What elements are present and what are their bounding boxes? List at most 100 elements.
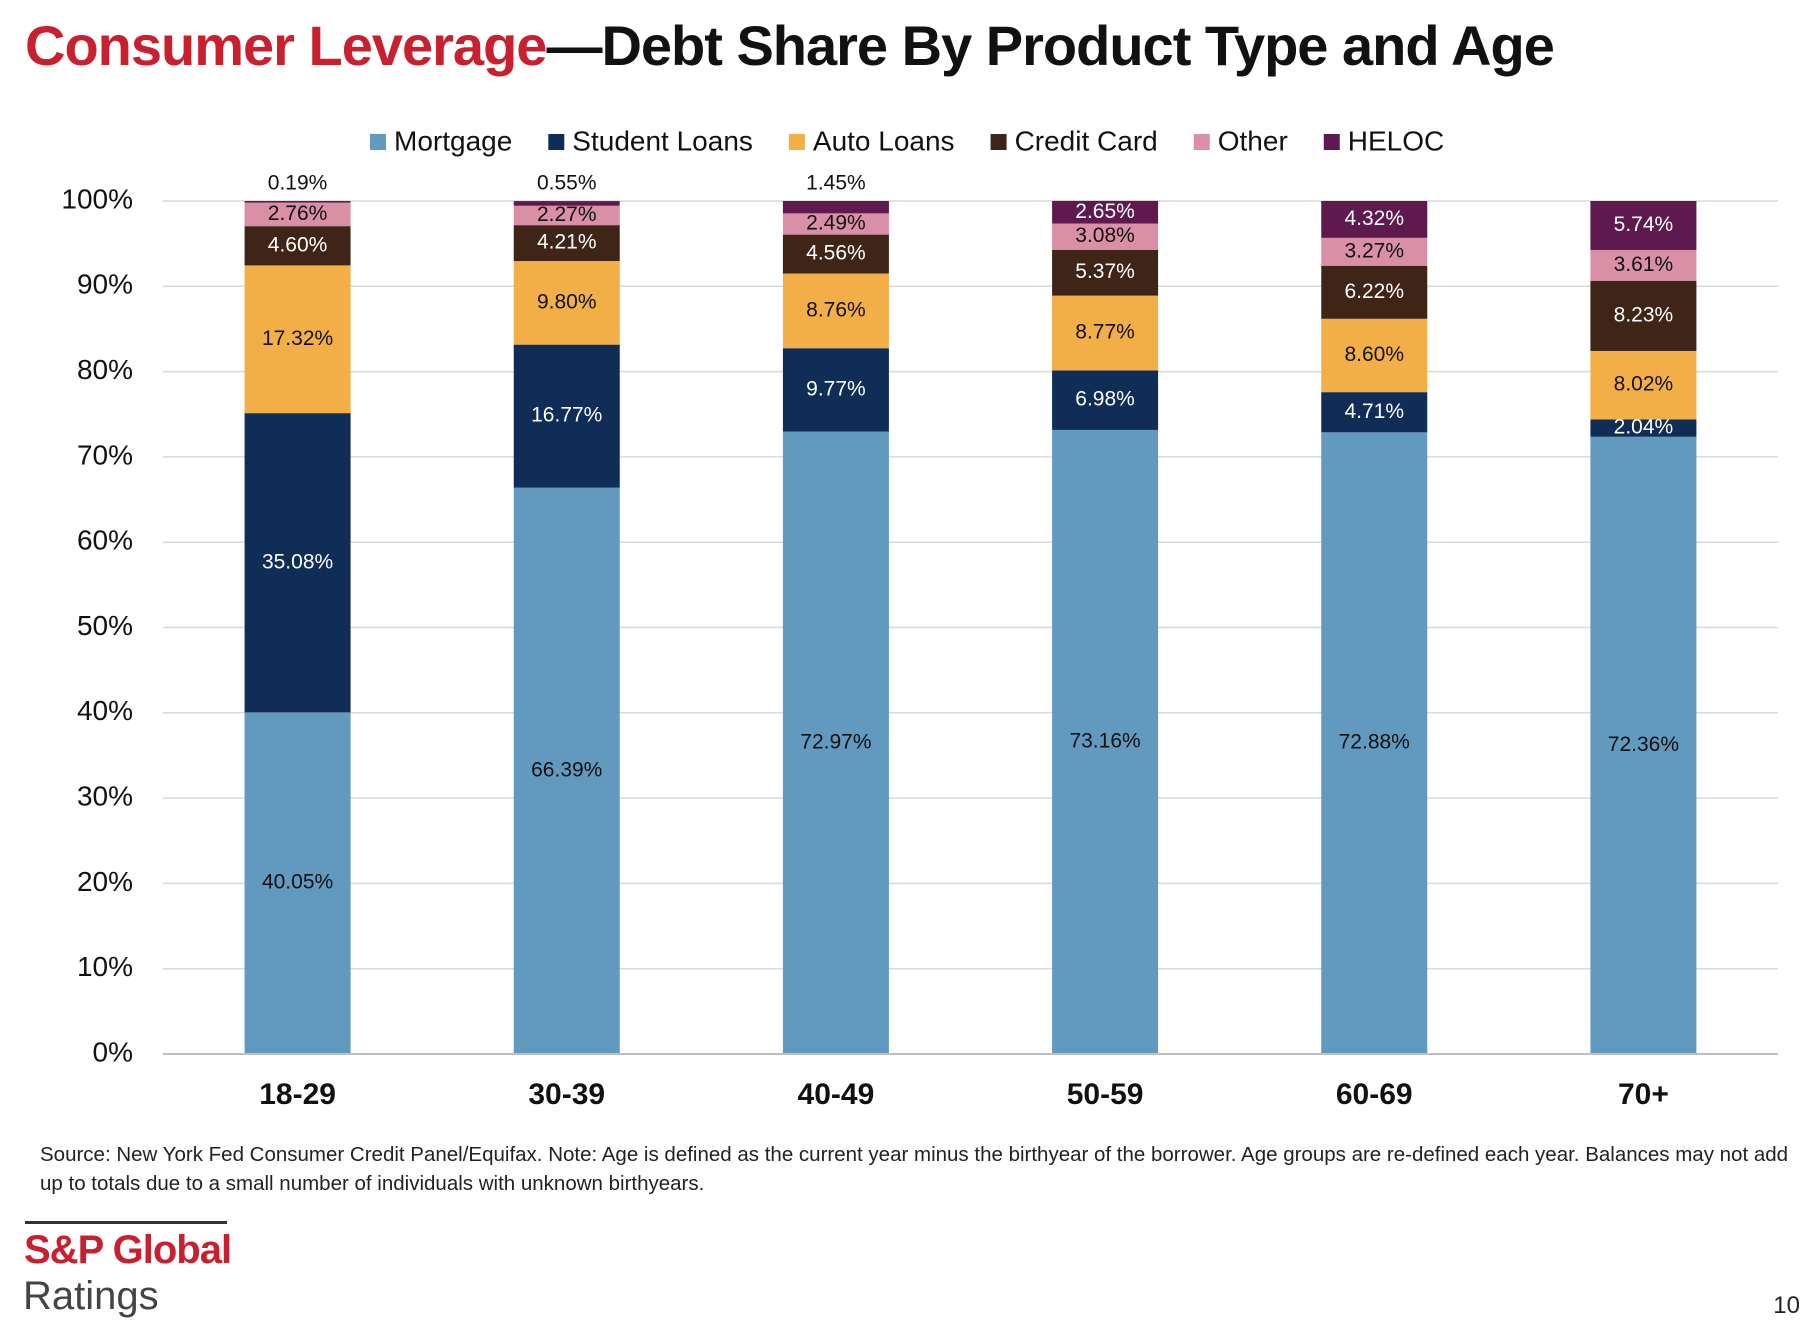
value-label: 3.27%	[1344, 239, 1404, 262]
bar-segment	[1052, 295, 1159, 371]
legend-swatch	[370, 134, 386, 150]
y-tick-label: 100%	[61, 183, 133, 214]
bar-segment	[1590, 350, 1697, 420]
value-label: 73.16%	[1069, 730, 1140, 753]
logo-rule	[25, 1221, 227, 1224]
value-label: 40.05%	[262, 871, 333, 894]
y-tick-label: 50%	[77, 610, 133, 641]
bar-segment	[1321, 265, 1428, 319]
bar-segment	[244, 265, 351, 414]
bar-segment	[1052, 223, 1159, 250]
value-label: 2.65%	[1075, 200, 1135, 223]
bar-segment	[1321, 237, 1428, 266]
bar-segment	[513, 225, 620, 262]
value-label: 4.60%	[268, 233, 328, 256]
bar-segment	[1052, 429, 1159, 1054]
value-label: 8.02%	[1614, 373, 1674, 396]
value-label: 17.32%	[262, 327, 333, 350]
bar-segment	[513, 487, 620, 1054]
bar-segment	[782, 213, 889, 235]
bar-segment	[244, 226, 351, 266]
brand: S&P Global	[24, 1228, 232, 1272]
bar-segment	[244, 202, 351, 227]
x-tick-label: 70+	[1618, 1078, 1669, 1111]
y-tick-label: 80%	[77, 354, 133, 385]
value-label: 2.49%	[806, 212, 866, 235]
value-label: 8.23%	[1614, 303, 1674, 326]
legend-label: Credit Card	[1015, 125, 1158, 156]
chart-title: Consumer Leverage—Debt Share By Product …	[25, 14, 1554, 77]
legend-label: Mortgage	[394, 125, 512, 156]
x-tick-label: 50-59	[1067, 1078, 1144, 1111]
bar-segment	[513, 344, 620, 488]
value-label: 72.88%	[1339, 731, 1410, 754]
value-label: 9.80%	[537, 290, 597, 313]
value-label: 4.21%	[537, 231, 597, 254]
bar-segment	[1321, 318, 1428, 393]
value-label: 8.77%	[1075, 321, 1135, 344]
bar-segment	[1590, 249, 1697, 281]
bar-segment	[1590, 419, 1697, 437]
bar-segment	[782, 201, 889, 214]
y-tick-label: 40%	[77, 695, 133, 726]
x-tick-label: 30-39	[528, 1078, 605, 1111]
y-tick-label: 60%	[77, 525, 133, 556]
value-label: 2.27%	[537, 203, 597, 226]
bar-segment	[244, 201, 351, 203]
y-tick-label: 30%	[77, 780, 133, 811]
bar-segment	[1590, 280, 1697, 351]
bar-segment	[1590, 201, 1697, 250]
source-note: Source: New York Fed Consumer Credit Pan…	[40, 1143, 1789, 1195]
value-label: 66.39%	[531, 758, 602, 781]
legend-swatch	[1323, 134, 1340, 150]
bar-segment	[244, 413, 351, 713]
value-label: 3.08%	[1075, 224, 1135, 247]
bar-segment	[782, 234, 889, 274]
value-label: 72.97%	[800, 730, 871, 753]
value-label: 9.77%	[806, 377, 866, 400]
value-label: 6.98%	[1075, 388, 1135, 411]
legend-label: HELOC	[1348, 125, 1444, 156]
brand-sub: Ratings	[23, 1274, 159, 1318]
y-tick-label: 20%	[77, 866, 133, 897]
legend-swatch	[548, 134, 565, 150]
x-tick-label: 18-29	[259, 1078, 336, 1111]
value-label: 16.77%	[531, 404, 602, 427]
bar-segment	[782, 348, 889, 432]
value-label: 4.56%	[806, 242, 866, 265]
x-tick-label: 60-69	[1336, 1078, 1413, 1111]
value-label: 35.08%	[262, 550, 333, 573]
title-lead: Consumer Leverage	[25, 14, 546, 77]
value-label: 0.19%	[268, 172, 328, 195]
value-label: 72.36%	[1608, 733, 1679, 756]
bar-segment	[1321, 201, 1428, 238]
y-tick-label: 90%	[77, 269, 133, 300]
value-label: 2.76%	[268, 202, 328, 225]
legend-label: Other	[1218, 125, 1288, 156]
bar-segment	[1052, 370, 1159, 430]
bar-segment	[1052, 249, 1159, 296]
y-tick-label: 0%	[93, 1036, 133, 1067]
value-label: 0.55%	[537, 172, 597, 195]
bar-segment	[1321, 432, 1428, 1054]
page-number: 10	[1773, 1292, 1800, 1319]
value-label: 2.04%	[1614, 416, 1674, 439]
value-label: 3.61%	[1614, 253, 1674, 276]
bar-segment	[1590, 436, 1697, 1055]
bar-segment	[244, 712, 351, 1054]
value-label: 5.37%	[1075, 260, 1135, 283]
bar-segment	[782, 431, 889, 1054]
value-label: 1.45%	[806, 172, 866, 195]
bar-segment	[513, 261, 620, 345]
value-label: 6.22%	[1344, 280, 1404, 303]
bar-segment	[513, 201, 620, 206]
value-label: 8.60%	[1344, 343, 1404, 366]
chart: Consumer Leverage—Debt Share By Product …	[25, 14, 1778, 1111]
bar-segment	[513, 205, 620, 226]
legend-swatch	[1193, 134, 1210, 150]
bar-segment	[1321, 392, 1428, 433]
y-tick-label: 10%	[77, 951, 133, 982]
title-main: —Debt Share By Product Type and Age	[546, 14, 1553, 77]
value-label: 4.71%	[1344, 400, 1404, 423]
